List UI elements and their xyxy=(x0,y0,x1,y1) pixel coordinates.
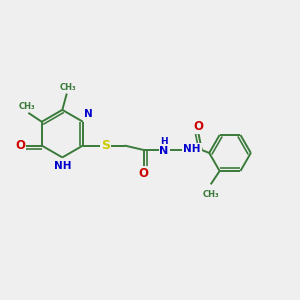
Text: CH₃: CH₃ xyxy=(202,190,219,199)
Text: O: O xyxy=(15,139,25,152)
Text: NH: NH xyxy=(183,143,201,154)
Text: S: S xyxy=(101,139,110,152)
Text: O: O xyxy=(139,167,149,180)
Text: H: H xyxy=(160,137,168,146)
Text: CH₃: CH₃ xyxy=(19,102,35,111)
Text: N: N xyxy=(84,110,93,119)
Text: NH: NH xyxy=(54,161,71,171)
Text: N: N xyxy=(159,146,169,157)
Text: O: O xyxy=(193,120,203,133)
Text: CH₃: CH₃ xyxy=(60,83,76,92)
